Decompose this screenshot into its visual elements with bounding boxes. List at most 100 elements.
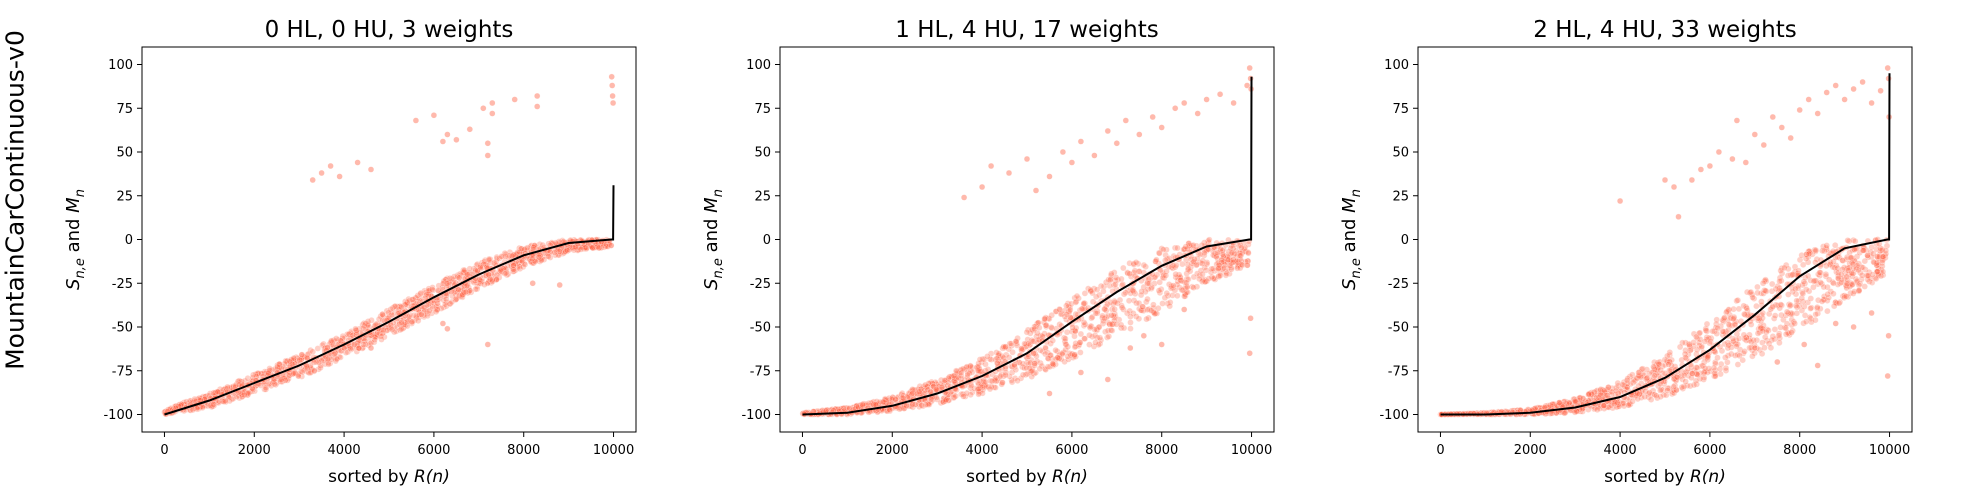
chart-panel-3: 0 2000 4000 6000 8000 10000 -100 -75 -50 -25 0 25 50… xyxy=(1339,17,1913,487)
scatter-point xyxy=(1701,365,1709,372)
scatter-point xyxy=(362,320,369,327)
scatter-point xyxy=(1722,364,1730,372)
scatter-point xyxy=(1733,297,1740,305)
scatter-point xyxy=(1808,318,1815,326)
y-tick-label: -50 xyxy=(750,321,771,336)
scatter-point xyxy=(999,379,1006,386)
scatter-point xyxy=(986,385,994,393)
scatter-point xyxy=(1035,319,1042,326)
y-tick-label: -75 xyxy=(112,364,133,379)
scatter-point xyxy=(345,330,353,338)
scatter-point xyxy=(551,249,558,256)
scatter-point xyxy=(1861,257,1869,265)
scatter-point xyxy=(1243,82,1251,89)
y-tick-label: 0 xyxy=(125,233,133,248)
scatter-point xyxy=(1837,271,1845,278)
scatter-point xyxy=(452,296,459,304)
scatter-point xyxy=(367,166,375,173)
scatter-point xyxy=(1859,78,1866,86)
scatter-point xyxy=(1594,406,1601,413)
scatter-point xyxy=(1201,278,1209,286)
scatter-point xyxy=(1136,131,1143,138)
scatter-point xyxy=(379,312,387,319)
scatter-point xyxy=(1167,285,1175,292)
scatter-point xyxy=(1158,124,1165,131)
scatter-point xyxy=(1682,347,1689,354)
scatter-point xyxy=(975,391,982,398)
scatter-point xyxy=(1870,258,1877,266)
x-tick-label: 2000 xyxy=(876,443,909,458)
y-tick-label: -100 xyxy=(1379,408,1409,423)
x-tick-label: 4000 xyxy=(1604,443,1637,458)
y-axis-label: Sn,e and Mn xyxy=(701,189,726,290)
scatter-point xyxy=(1045,355,1052,363)
scatter-point xyxy=(547,254,554,261)
scatter-point xyxy=(429,286,436,293)
scatter-point xyxy=(262,386,270,393)
scatter-point xyxy=(1149,113,1156,121)
scatter-point xyxy=(1108,270,1115,277)
scatter-point xyxy=(1110,312,1117,319)
scatter-point xyxy=(1137,307,1145,314)
scatter-point xyxy=(1017,375,1025,382)
scatter-point xyxy=(1799,281,1806,289)
scatter-point xyxy=(1635,369,1642,376)
scatter-point xyxy=(1624,375,1631,382)
scatter-point xyxy=(1688,370,1696,377)
scatter-point xyxy=(1673,373,1681,381)
scatter-point xyxy=(974,367,981,374)
scatter-point xyxy=(1733,117,1741,124)
scatter-point xyxy=(1089,333,1096,340)
scatter-point xyxy=(1147,307,1155,314)
scatter-point xyxy=(952,392,959,400)
scatter-point xyxy=(392,303,399,310)
scatter-point xyxy=(1802,318,1810,325)
scatter-point xyxy=(397,303,404,310)
scatter-point xyxy=(1236,264,1244,272)
scatter-point xyxy=(1696,375,1704,382)
scatter-point xyxy=(1603,392,1611,399)
scatter-point xyxy=(918,402,925,409)
scatter-point xyxy=(1158,341,1165,348)
scatter-point xyxy=(1776,339,1783,346)
scatter-point xyxy=(1591,388,1598,396)
scatter-point xyxy=(608,242,615,249)
scatter-point xyxy=(922,381,929,389)
scatter-point xyxy=(1725,342,1732,349)
scatter-point xyxy=(1782,312,1790,319)
scatter-point xyxy=(1774,358,1781,366)
scatter-point xyxy=(1763,328,1770,336)
scatter-point xyxy=(1216,91,1224,98)
scatter-point xyxy=(274,363,281,371)
scatter-point xyxy=(362,341,369,348)
scatter-point xyxy=(235,381,243,388)
scatter-point xyxy=(1741,310,1748,318)
scatter-point xyxy=(309,348,316,355)
scatter-point xyxy=(1169,282,1177,289)
scatter-point xyxy=(1864,272,1872,279)
y-tick-label: 100 xyxy=(108,58,133,73)
scatter-point xyxy=(1179,260,1186,268)
scatter-point xyxy=(1759,309,1767,317)
scatter-point xyxy=(463,282,471,289)
scatter-point xyxy=(1706,162,1714,170)
scatter-point xyxy=(1793,297,1800,304)
scatter-point xyxy=(1696,329,1704,337)
scatter-point xyxy=(1063,302,1070,309)
scatter-point xyxy=(1853,277,1861,285)
scatter-point xyxy=(1830,290,1837,297)
scatter-point xyxy=(1715,148,1723,156)
scatter-point xyxy=(1206,236,1213,243)
y-tick-label: 50 xyxy=(754,146,771,161)
scatter-point xyxy=(1031,362,1038,369)
scatter-point xyxy=(412,117,420,124)
scatter-point xyxy=(1117,321,1125,329)
scatter-point xyxy=(1653,392,1660,399)
scatter-point xyxy=(1679,339,1686,346)
scatter-point xyxy=(1723,309,1730,316)
scatter-point xyxy=(1741,311,1749,318)
scatter-point xyxy=(1165,281,1173,288)
scatter-point xyxy=(1681,350,1689,358)
scatter-point xyxy=(1686,341,1693,348)
scatter-point xyxy=(1721,314,1728,321)
